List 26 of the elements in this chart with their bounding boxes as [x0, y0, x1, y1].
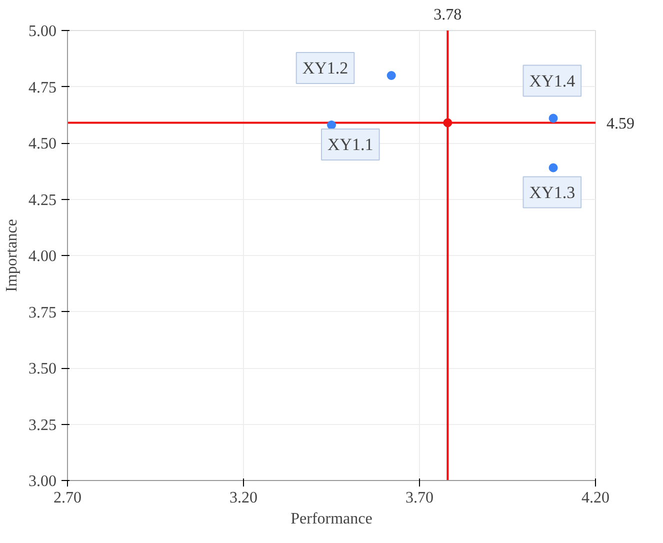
- point: [548, 163, 558, 172]
- y-tick-label: 4.75: [28, 79, 56, 96]
- point: [443, 118, 452, 128]
- x-tick-label: 4.20: [582, 490, 610, 506]
- y-tick-label: 4.25: [28, 192, 56, 209]
- y-tick-label: 3.25: [28, 416, 56, 434]
- y-tick-label: 4.00: [28, 248, 56, 265]
- point: [386, 71, 396, 80]
- annotation: XY1.4: [529, 71, 576, 90]
- annotation: XY1.1: [328, 135, 374, 154]
- y-tick-label: 3.50: [28, 360, 56, 378]
- x-tick-label: 3.70: [406, 490, 434, 506]
- annotation: XY1.3: [529, 182, 576, 202]
- point: [548, 114, 558, 123]
- x-tick-label: 3.20: [230, 490, 258, 506]
- y-tick-label: 3.75: [28, 304, 56, 322]
- y-tick-label: 4.50: [28, 136, 56, 152]
- x-axis-title: Performance: [290, 510, 372, 528]
- y-axis-title: Importance: [4, 219, 20, 292]
- point: [327, 120, 336, 130]
- annotation: XY1.2: [302, 58, 348, 78]
- x-tick-label: 2.70: [54, 490, 82, 506]
- ref-line-label: 3.78: [434, 6, 462, 24]
- y-tick-label: 3.00: [28, 473, 56, 490]
- ref-line-label: 4.59: [606, 115, 634, 132]
- y-tick-label: 5.00: [28, 23, 56, 40]
